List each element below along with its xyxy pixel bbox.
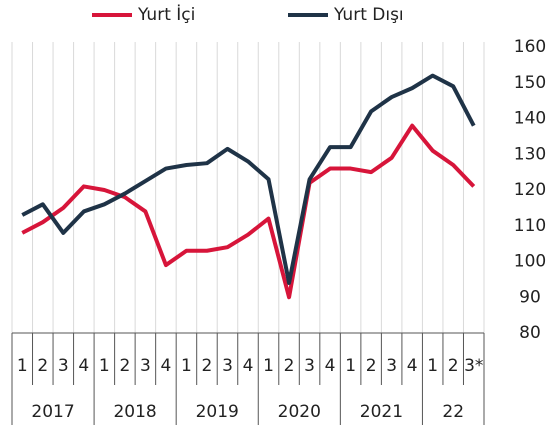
x-tick-label: 2	[448, 356, 459, 376]
x-tick-label: 4	[243, 356, 254, 376]
x-tick-label: 4	[78, 356, 89, 376]
x-tick-label: 1	[181, 356, 192, 376]
y-tick-label: 80	[519, 323, 541, 343]
year-label: 2020	[278, 402, 321, 422]
legend-label: Yurt İçi	[137, 4, 195, 25]
legend-label: Yurt Dışı	[333, 5, 404, 25]
x-tick-label: 4	[407, 356, 418, 376]
year-label: 2021	[360, 402, 403, 422]
x-tick-label: 2	[202, 356, 213, 376]
year-label: 2018	[113, 402, 156, 422]
x-tick-label: 3	[58, 356, 69, 376]
y-tick-label: 110	[514, 216, 546, 236]
x-tick-label: 1	[263, 356, 274, 376]
x-tick-label: 2	[366, 356, 377, 376]
x-tick-label: 1	[427, 356, 438, 376]
x-tick-label: 2	[119, 356, 130, 376]
y-tick-label: 130	[514, 144, 546, 164]
x-tick-label: 2	[37, 356, 48, 376]
year-label: 2017	[31, 402, 74, 422]
x-tick-label: 2	[284, 356, 295, 376]
series-line	[21, 73, 476, 285]
year-label: 22	[442, 402, 464, 422]
x-tick-label: 3*	[464, 356, 483, 376]
y-tick-label: 90	[519, 287, 541, 307]
y-tick-label: 100	[514, 252, 546, 272]
x-tick-label: 4	[160, 356, 171, 376]
x-tick-label: 4	[325, 356, 336, 376]
x-tick-label: 3	[222, 356, 233, 376]
y-tick-label: 160	[514, 37, 546, 57]
series-line	[21, 123, 476, 300]
x-tick-label: 1	[17, 356, 28, 376]
x-tick-label: 3	[304, 356, 315, 376]
y-tick-label: 150	[514, 73, 546, 93]
x-tick-label: 3	[386, 356, 397, 376]
x-tick-label: 1	[99, 356, 110, 376]
year-label: 2019	[196, 402, 239, 422]
x-tick-label: 1	[345, 356, 356, 376]
y-tick-label: 120	[514, 180, 546, 200]
y-tick-label: 140	[514, 109, 546, 129]
x-tick-label: 3	[140, 356, 151, 376]
